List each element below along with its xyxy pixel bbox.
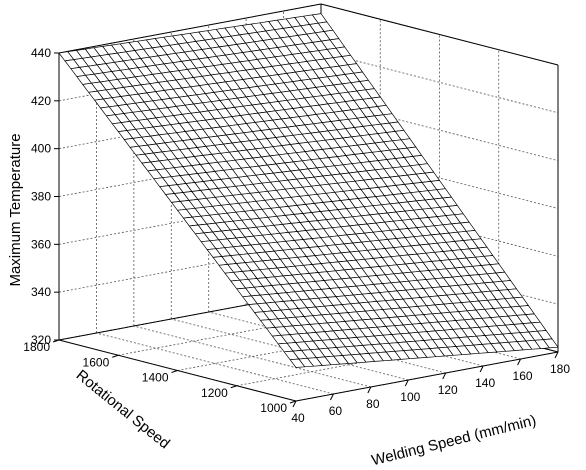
x-tick-mark: [442, 372, 447, 380]
surface-mesh: [58, 13, 559, 368]
y-tick-mark: [289, 400, 297, 404]
grid-line: [171, 318, 409, 381]
z-tick-label: 440: [31, 46, 51, 60]
x-tick-label: 80: [366, 397, 380, 411]
z-tick-label: 420: [31, 94, 51, 108]
x-axis-line: [295, 351, 559, 402]
x-tick-label: 160: [513, 369, 533, 383]
z-tick-label: 360: [31, 237, 51, 251]
grid-line: [208, 311, 446, 374]
x-tick-label: 140: [475, 376, 495, 390]
y-tick-label: 1200: [201, 386, 228, 400]
grid-line: [133, 325, 371, 388]
x-tick-mark: [292, 400, 297, 408]
x-tick-mark: [367, 386, 372, 394]
y-tick-mark: [171, 370, 178, 373]
y-tick-label: 1600: [83, 355, 110, 369]
z-axis-label: Maximum Temperature: [7, 133, 24, 286]
grid-line: [96, 332, 334, 395]
x-tick-label: 180: [550, 362, 570, 376]
x-tick-label: 40: [291, 411, 305, 425]
grid-line: [58, 242, 322, 293]
box-edge: [58, 3, 322, 54]
z-tick-label: 400: [31, 142, 51, 156]
surface-cell: [289, 358, 306, 368]
x-tick-mark: [404, 379, 409, 387]
x-tick-label: 60: [329, 404, 343, 418]
z-tick-label: 340: [31, 285, 51, 299]
x-tick-label: 100: [400, 390, 420, 404]
y-tick-label: 1400: [142, 371, 169, 385]
z-tick-label: 320: [31, 333, 51, 347]
tick-labels: 40 60 80 100 120 140 160 180 1000 1200 1400 1600 180…: [23, 46, 570, 425]
x-tick-mark: [329, 393, 334, 401]
x-tick-mark: [554, 351, 559, 359]
x-tick-mark: [479, 365, 484, 373]
y-tick-mark: [230, 385, 237, 389]
y-tick-mark: [112, 354, 119, 358]
x-tick-label: 120: [438, 383, 458, 397]
z-tick-label: 380: [31, 190, 51, 204]
x-tick-mark: [517, 358, 522, 366]
y-tick-label: 1000: [260, 401, 287, 415]
x-axis-label: Welding Speed (mm/min): [370, 412, 538, 469]
box-edge: [320, 3, 559, 66]
y-tick-label: 1800: [23, 340, 50, 354]
grid-line: [320, 51, 559, 114]
grid-line: [118, 305, 381, 356]
